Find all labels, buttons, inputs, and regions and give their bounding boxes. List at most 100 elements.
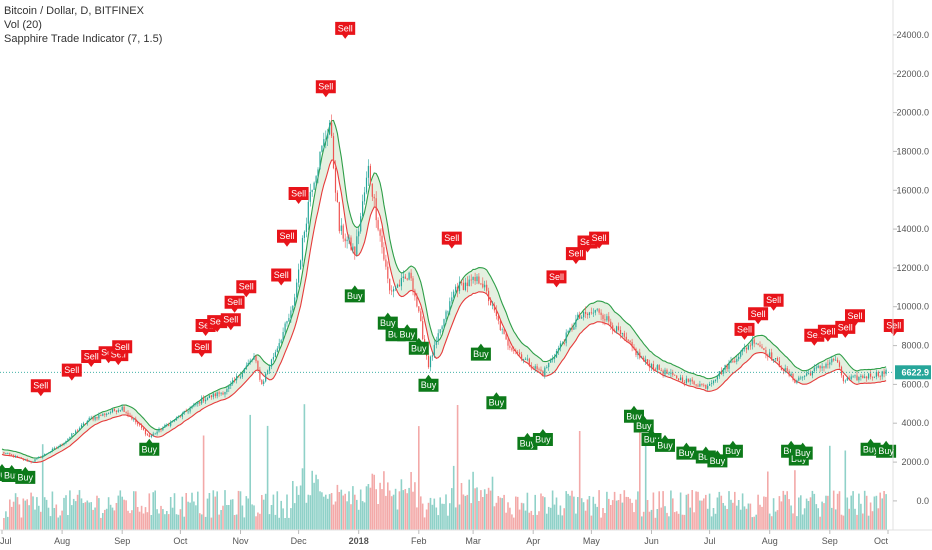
candle-body	[513, 350, 515, 352]
volume-bar	[538, 511, 540, 530]
candle-body	[191, 406, 193, 409]
buy-signal[interactable]: Buy	[633, 415, 654, 433]
buy-signal[interactable]: Buy	[722, 440, 743, 458]
candle-body	[829, 362, 831, 365]
sell-signal[interactable]: Sell	[271, 268, 292, 286]
buy-signal[interactable]: Buy	[344, 285, 365, 303]
volume-bar	[770, 516, 773, 530]
sell-signal[interactable]: Sell	[112, 340, 133, 358]
candle-body	[540, 369, 542, 372]
buy-signal[interactable]: Buy	[470, 343, 491, 361]
sell-signal[interactable]: Sell	[589, 231, 610, 249]
candle-body	[792, 373, 794, 380]
candle-body	[817, 365, 819, 368]
candle-body	[740, 351, 742, 357]
volume-bar	[679, 492, 682, 530]
candle-body	[458, 281, 461, 292]
sell-marker-shape	[734, 322, 755, 340]
buy-signal[interactable]: Buy	[408, 337, 429, 355]
indicator-legend[interactable]: Sapphire Trade Indicator (7, 1.5)	[4, 33, 163, 45]
volume-bar	[28, 505, 30, 530]
volume-bar	[867, 515, 870, 530]
sell-signal[interactable]: Sell	[277, 229, 297, 247]
candle-body	[111, 409, 114, 413]
buy-signal[interactable]: Buy	[707, 450, 728, 468]
sell-marker-label: Sell	[338, 23, 353, 33]
volume-bar	[751, 517, 754, 530]
buy-signal[interactable]: Buy	[517, 432, 538, 450]
buy-signal[interactable]: Buy	[397, 324, 418, 342]
volume-bar	[348, 491, 350, 530]
volume-bar	[718, 491, 721, 530]
candle-body	[391, 290, 393, 292]
sell-marker-label: Sell	[111, 350, 126, 360]
sell-signal[interactable]: Sell	[61, 363, 82, 381]
buy-signal[interactable]: Buy	[860, 438, 881, 456]
buy-signal[interactable]: Buy	[377, 312, 398, 330]
candle-body	[695, 384, 697, 386]
volume-bar	[635, 499, 637, 530]
volume-bar	[478, 501, 480, 530]
sell-signal[interactable]: Sell	[30, 379, 51, 397]
candle-body	[819, 365, 821, 369]
volume-bar	[216, 491, 218, 530]
symbol-title[interactable]: Bitcoin / Dollar, D, BITFINEX	[4, 5, 144, 17]
candle-body	[5, 453, 7, 455]
sell-signal[interactable]: Sell	[817, 324, 838, 342]
volume-bar	[542, 496, 544, 530]
sell-signal[interactable]: Sell	[734, 322, 755, 340]
sell-signal[interactable]: Sell	[224, 295, 245, 313]
volume-bar	[253, 505, 255, 530]
candle-body	[786, 368, 788, 371]
sell-signal[interactable]: Sell	[220, 313, 241, 331]
volume-bar	[197, 491, 199, 530]
sell-signal[interactable]: Sell	[883, 319, 904, 336]
volume-bar	[811, 490, 814, 530]
volume-bar	[239, 491, 242, 530]
sell-signal[interactable]: Sell	[191, 340, 212, 358]
volume-bar	[408, 487, 410, 530]
buy-signal[interactable]: Buy	[792, 442, 813, 460]
candle-body	[408, 272, 410, 280]
buy-signal[interactable]: Buy	[139, 438, 160, 456]
candle-body	[47, 452, 50, 454]
volume-bar	[20, 517, 23, 530]
volume-bar	[288, 517, 290, 530]
sell-signal[interactable]: Sell	[845, 309, 865, 327]
candle-body	[9, 453, 11, 455]
buy-signal[interactable]: Buy	[655, 434, 675, 452]
y-tick-label: 24000.0	[896, 30, 929, 40]
buy-signal[interactable]: Buy	[876, 440, 897, 458]
volume-bar	[278, 517, 280, 530]
buy-signal[interactable]: Buy	[676, 442, 697, 460]
sell-signal[interactable]: Sell	[236, 280, 257, 298]
volume-bar	[705, 494, 707, 530]
sell-signal[interactable]: Sell	[546, 270, 567, 288]
volume-bar	[359, 489, 362, 530]
sell-signal[interactable]: Sell	[763, 293, 784, 311]
sell-signal[interactable]: Sell	[315, 80, 336, 98]
volume-bar	[753, 516, 755, 530]
sell-signal[interactable]: Sell	[335, 21, 356, 39]
sell-signal[interactable]: Sell	[565, 247, 586, 265]
sell-signal[interactable]: Sell	[835, 320, 856, 338]
sell-signal[interactable]: Sell	[441, 231, 462, 249]
buy-signal[interactable]: Buy	[624, 405, 644, 423]
sell-signal[interactable]: Sell	[81, 350, 102, 367]
candle-body	[472, 277, 474, 280]
candle-body	[633, 346, 635, 349]
volume-bar	[379, 482, 381, 530]
candle-body	[164, 424, 166, 428]
candle-body	[125, 412, 127, 413]
sell-signal[interactable]: Sell	[748, 307, 769, 325]
buy-signal[interactable]: Buy	[418, 374, 439, 392]
sell-marker-label: Sell	[291, 189, 306, 199]
sell-signal[interactable]: Sell	[288, 187, 309, 204]
volume-bar	[12, 501, 15, 530]
buy-signal[interactable]: Buy	[486, 392, 507, 410]
buy-signal[interactable]: Buy	[15, 466, 36, 484]
volume-legend[interactable]: Vol (20)	[4, 19, 42, 31]
buy-signal[interactable]: Buy	[532, 429, 553, 446]
volume-bar	[255, 516, 257, 530]
